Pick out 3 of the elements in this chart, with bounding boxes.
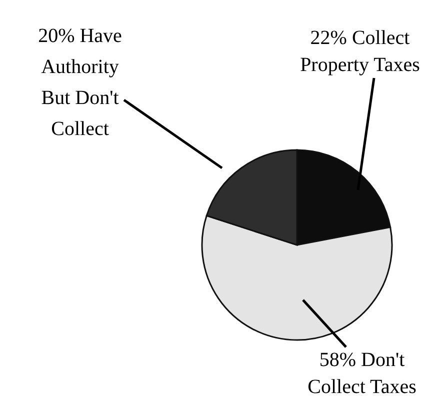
slice-label: 22% Collect Property Taxes	[300, 27, 420, 76]
slice-label: 20% Have Authority But Don't Collect	[38, 25, 122, 140]
slice-label: 58% Don't Collect Taxes	[308, 349, 417, 398]
